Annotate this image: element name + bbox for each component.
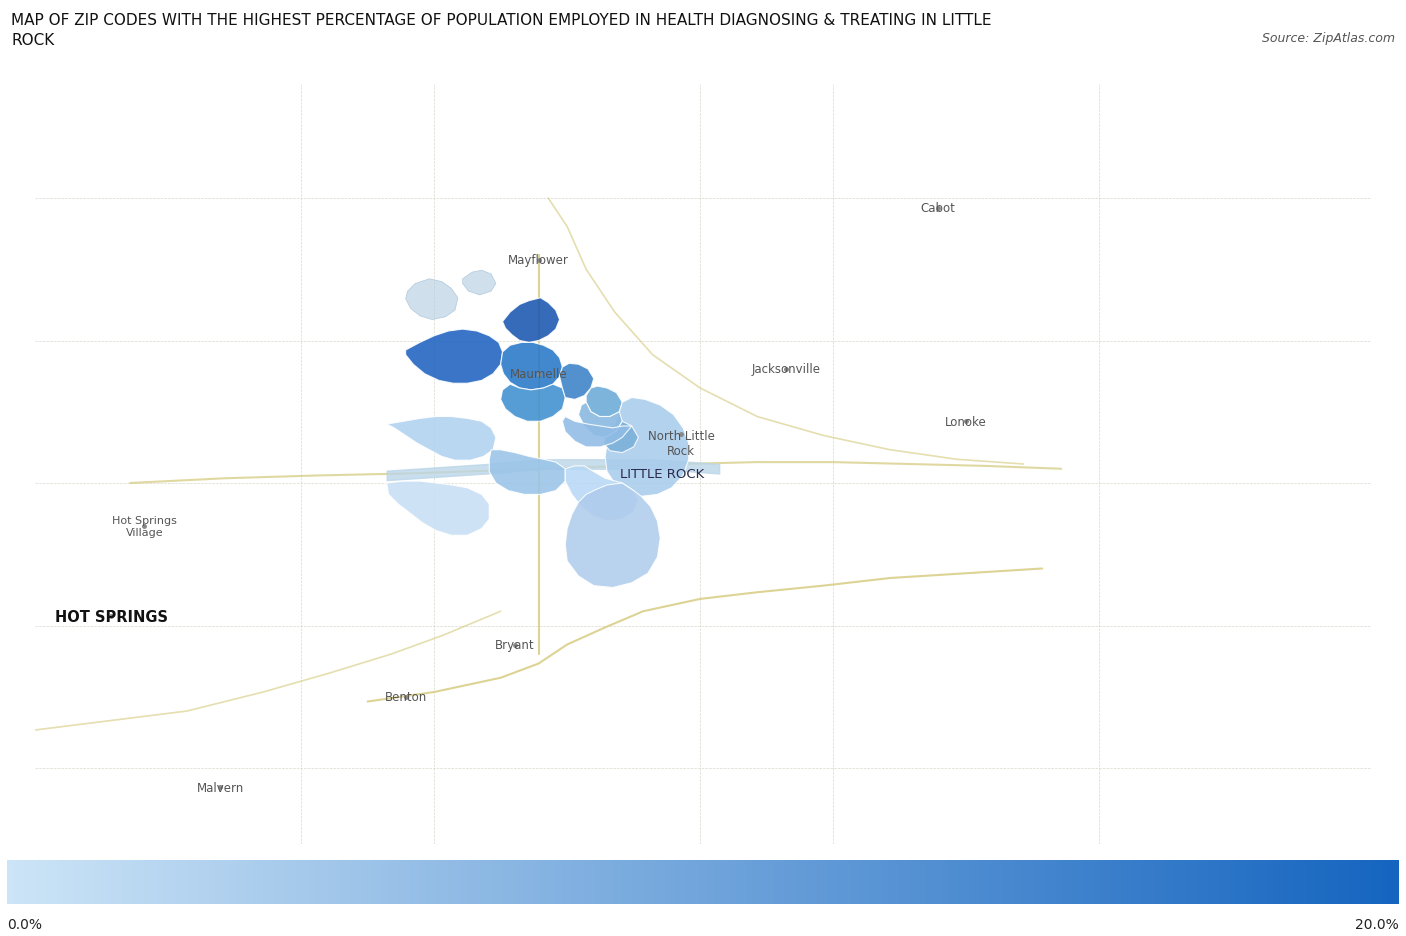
Text: Maumelle: Maumelle	[510, 368, 568, 381]
Text: HOT SPRINGS: HOT SPRINGS	[55, 608, 167, 623]
Polygon shape	[501, 343, 562, 390]
Polygon shape	[603, 422, 638, 453]
Text: LITTLE ROCK: LITTLE ROCK	[620, 467, 704, 480]
Text: Hot Springs
Village: Hot Springs Village	[112, 516, 177, 537]
Text: North Little
Rock: North Little Rock	[648, 430, 714, 458]
Polygon shape	[501, 385, 565, 422]
Polygon shape	[565, 466, 638, 521]
Text: Source: ZipAtlas.com: Source: ZipAtlas.com	[1261, 32, 1395, 45]
Text: Mayflower: Mayflower	[508, 254, 569, 267]
Polygon shape	[586, 387, 623, 417]
Text: Benton: Benton	[384, 691, 427, 704]
Text: Cabot: Cabot	[920, 202, 955, 214]
Polygon shape	[502, 299, 560, 343]
Text: 0.0%: 0.0%	[7, 917, 42, 931]
Polygon shape	[463, 271, 496, 296]
Text: Jacksonville: Jacksonville	[751, 363, 820, 376]
Polygon shape	[562, 417, 631, 447]
Polygon shape	[406, 280, 458, 320]
Polygon shape	[489, 450, 565, 495]
Polygon shape	[560, 364, 593, 400]
Text: MAP OF ZIP CODES WITH THE HIGHEST PERCENTAGE OF POPULATION EMPLOYED IN HEALTH DI: MAP OF ZIP CODES WITH THE HIGHEST PERCEN…	[11, 13, 991, 48]
Polygon shape	[578, 402, 623, 438]
Text: Lonoke: Lonoke	[945, 416, 987, 429]
Polygon shape	[605, 398, 689, 497]
Polygon shape	[565, 484, 661, 588]
Polygon shape	[387, 482, 489, 535]
Polygon shape	[406, 329, 502, 384]
Text: Bryant: Bryant	[495, 638, 534, 651]
Text: 20.0%: 20.0%	[1355, 917, 1399, 931]
Polygon shape	[387, 417, 496, 461]
Text: Malvern: Malvern	[197, 781, 245, 794]
